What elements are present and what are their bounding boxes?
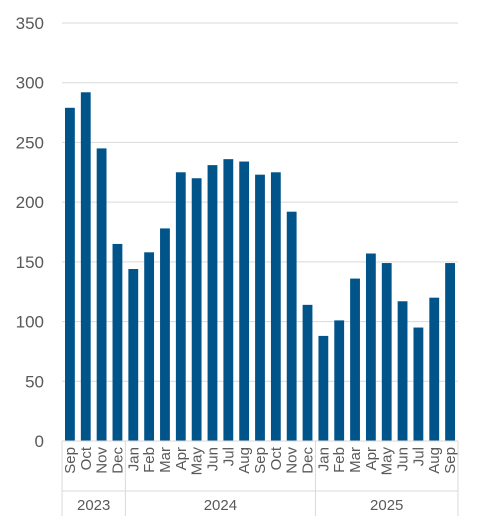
x-tick-label: Oct bbox=[78, 446, 95, 470]
x-tick-label: Nov bbox=[284, 447, 301, 474]
bar-feb bbox=[334, 320, 345, 441]
bar-jul bbox=[223, 159, 234, 442]
bar-dec bbox=[112, 243, 123, 441]
bar-jan bbox=[318, 335, 329, 441]
x-tick-label: Nov bbox=[94, 447, 111, 474]
x-tick-label: Aug bbox=[426, 447, 443, 474]
x-tick-label: May bbox=[379, 447, 396, 476]
bar-oct bbox=[270, 172, 281, 442]
year-label-2024: 2024 bbox=[204, 497, 237, 514]
bar-jun bbox=[207, 165, 218, 441]
x-tick-label: Jan bbox=[125, 447, 142, 471]
x-tick-label: Jun bbox=[204, 447, 221, 471]
x-tick-label: Jul bbox=[220, 447, 237, 466]
bar-nov bbox=[96, 148, 107, 441]
bar-jul bbox=[413, 327, 424, 441]
bar-sep bbox=[65, 107, 75, 442]
x-tick-label: Jul bbox=[410, 447, 427, 466]
x-tick-label: Dec bbox=[300, 447, 317, 474]
x-tick-label: Dec bbox=[109, 447, 126, 474]
x-tick-label: Apr bbox=[363, 447, 380, 470]
y-tick-label: 300 bbox=[16, 74, 44, 93]
bar-apr bbox=[175, 172, 186, 442]
x-tick-label: Apr bbox=[173, 447, 190, 470]
y-axis-ticks: 0 50 100 150 200 250 300 350 bbox=[16, 14, 44, 451]
bar-dec bbox=[302, 304, 313, 441]
bar-mar bbox=[160, 228, 170, 441]
bar-aug bbox=[429, 297, 440, 441]
y-tick-label: 250 bbox=[16, 133, 44, 152]
x-tick-label: Feb bbox=[141, 447, 158, 473]
bar-jan bbox=[128, 269, 139, 441]
bar-mar bbox=[350, 278, 360, 441]
x-tick-label: Oct bbox=[268, 446, 285, 470]
x-tick-label: May bbox=[189, 447, 206, 476]
bar-jun bbox=[397, 301, 408, 441]
y-tick-label: 150 bbox=[16, 253, 44, 272]
y-tick-label: 0 bbox=[35, 432, 44, 451]
y-tick-label: 350 bbox=[16, 14, 44, 33]
y-tick-label: 100 bbox=[16, 313, 44, 332]
bar-aug bbox=[239, 161, 250, 441]
bar-oct bbox=[80, 92, 91, 442]
x-axis-year-labels: 2023 2024 2025 bbox=[61, 441, 459, 516]
bar-may bbox=[381, 263, 392, 441]
bars bbox=[65, 92, 455, 442]
x-tick-label: Aug bbox=[236, 447, 253, 474]
y-tick-label: 50 bbox=[25, 372, 44, 391]
bar-sep bbox=[445, 263, 455, 441]
bar-apr bbox=[365, 253, 376, 441]
x-tick-label: Mar bbox=[157, 447, 174, 473]
x-axis-month-labels: SepOctNovDecJanFebMarAprMayJunJulAugSepO… bbox=[62, 446, 459, 475]
x-tick-label: Sep bbox=[442, 447, 459, 474]
y-tick-label: 200 bbox=[16, 193, 44, 212]
bar-nov bbox=[286, 211, 297, 441]
x-tick-label: Jun bbox=[395, 447, 412, 471]
bar-sep bbox=[255, 174, 265, 441]
x-tick-label: Feb bbox=[331, 447, 348, 473]
x-tick-label: Jan bbox=[315, 447, 332, 471]
year-label-2025: 2025 bbox=[370, 497, 403, 514]
bar-may bbox=[191, 178, 202, 441]
x-tick-label: Mar bbox=[347, 447, 364, 473]
bar-feb bbox=[144, 252, 155, 441]
x-tick-label: Sep bbox=[62, 447, 79, 474]
x-tick-label: Sep bbox=[252, 447, 269, 474]
year-label-2023: 2023 bbox=[77, 497, 110, 514]
